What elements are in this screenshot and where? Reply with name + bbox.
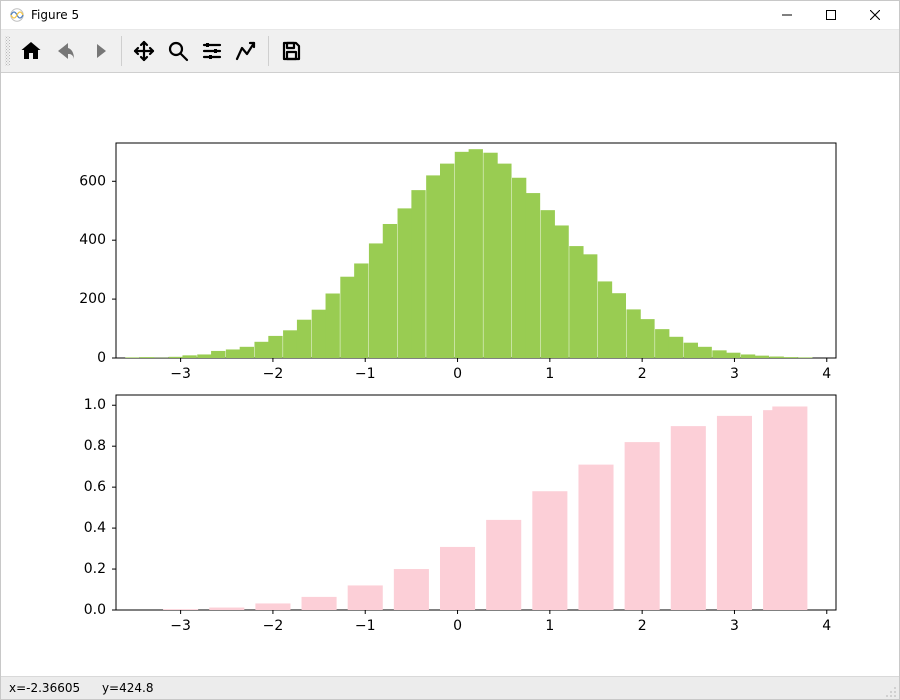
svg-text:−1: −1 xyxy=(355,618,376,634)
close-button[interactable] xyxy=(853,1,897,29)
svg-text:0.8: 0.8 xyxy=(84,438,106,454)
svg-text:−2: −2 xyxy=(263,366,284,382)
svg-text:1.0: 1.0 xyxy=(84,397,106,413)
app-icon xyxy=(9,7,25,23)
svg-text:3: 3 xyxy=(730,366,739,382)
svg-text:−3: −3 xyxy=(170,366,191,382)
coord-y-value: 424.8 xyxy=(119,681,153,695)
svg-text:1: 1 xyxy=(545,618,554,634)
titlebar: Figure 5 xyxy=(1,1,899,30)
home-button[interactable] xyxy=(15,35,47,67)
svg-text:4: 4 xyxy=(822,618,831,634)
svg-text:600: 600 xyxy=(79,173,106,189)
pan-button[interactable] xyxy=(128,35,160,67)
window-title: Figure 5 xyxy=(31,8,765,22)
zoom-button[interactable] xyxy=(162,35,194,67)
minimize-button[interactable] xyxy=(765,1,809,29)
svg-text:1: 1 xyxy=(545,366,554,382)
coord-x-value: -2.36605 xyxy=(26,681,80,695)
resize-grip[interactable] xyxy=(883,684,897,698)
cursor-coords: x=-2.36605 y=424.8 xyxy=(9,681,153,695)
svg-text:0.0: 0.0 xyxy=(84,602,106,618)
toolbar-gripper[interactable] xyxy=(5,36,10,66)
window-root: Figure 5 xyxy=(0,0,900,700)
bottom-barchart xyxy=(163,406,807,610)
configure-subplots-button[interactable] xyxy=(196,35,228,67)
toolbar-separator xyxy=(121,36,122,66)
svg-text:−1: −1 xyxy=(355,366,376,382)
svg-text:−3: −3 xyxy=(170,618,191,634)
figure-canvas[interactable]: −3 −2 −1 0 1 2 3 4 0 200 400 600 −3 −2 −1 0 1 2 3 4 0.0 0.2 0.… xyxy=(1,73,899,676)
svg-text:0: 0 xyxy=(97,350,106,366)
svg-text:3: 3 xyxy=(730,618,739,634)
svg-text:2: 2 xyxy=(638,618,647,634)
svg-text:400: 400 xyxy=(79,232,106,248)
svg-text:0.4: 0.4 xyxy=(84,520,106,536)
back-button[interactable] xyxy=(49,35,81,67)
svg-text:2: 2 xyxy=(638,366,647,382)
toolbar xyxy=(1,30,899,73)
coord-y-label: y= xyxy=(102,681,119,695)
forward-button[interactable] xyxy=(83,35,115,67)
coord-x-label: x= xyxy=(9,681,26,695)
svg-text:0: 0 xyxy=(453,366,462,382)
svg-text:0: 0 xyxy=(453,618,462,634)
maximize-button[interactable] xyxy=(809,1,853,29)
svg-text:0.6: 0.6 xyxy=(84,479,106,495)
svg-text:200: 200 xyxy=(79,291,106,307)
top-histogram xyxy=(125,149,812,358)
toolbar-separator xyxy=(268,36,269,66)
statusbar: x=-2.36605 y=424.8 xyxy=(1,676,899,699)
edit-axes-button[interactable] xyxy=(230,35,262,67)
svg-text:0.2: 0.2 xyxy=(84,561,106,577)
svg-text:−2: −2 xyxy=(263,618,284,634)
svg-text:4: 4 xyxy=(822,366,831,382)
save-button[interactable] xyxy=(275,35,307,67)
